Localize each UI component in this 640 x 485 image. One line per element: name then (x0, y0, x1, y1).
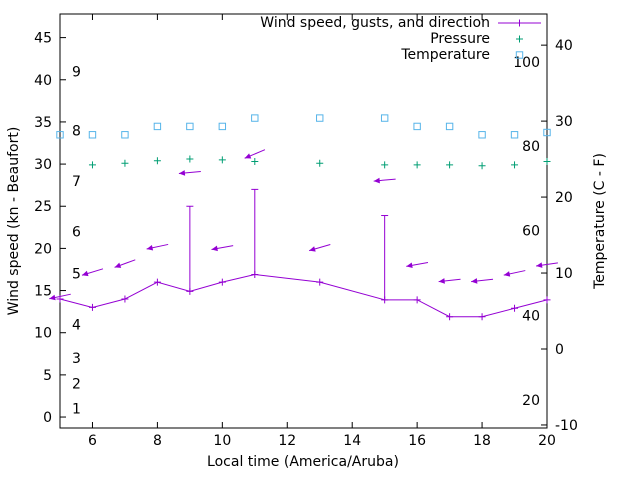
x-tick-label: 20 (538, 433, 556, 449)
y-left-tick-label: 25 (34, 199, 52, 215)
x-tick-label: 6 (88, 433, 97, 449)
series-temperature-c (56, 114, 551, 139)
plot-border (59, 13, 548, 429)
fahrenheit-scale-labels: 20 40 60 80 100 (513, 55, 540, 409)
beaufort-label: 4 (72, 317, 81, 333)
beaufort-label: 1 (72, 402, 81, 418)
fahrenheit-label: 80 (522, 139, 540, 155)
y-left-tick-label: 45 (34, 31, 52, 47)
series-wind-gusts-kn (186, 188, 389, 300)
y-right-axis-ticks: -10 0 10 20 30 40 (541, 38, 578, 434)
beaufort-label: 5 (72, 267, 81, 283)
beaufort-label: 6 (72, 225, 81, 241)
legend-label-temperature: Temperature (400, 47, 490, 63)
series-wind-direction (49, 149, 558, 301)
y-right-tick-label: -10 (555, 418, 578, 434)
chart-generated: 6 8 10 12 14 16 18 20051015202530354045-1001020… (34, 13, 578, 449)
y-left-axis-title: Wind speed (kn - Beaufort) (6, 127, 22, 316)
y-left-tick-label: 30 (34, 157, 52, 173)
x-tick-label: 16 (408, 433, 426, 449)
y-right-tick-label: 0 (555, 342, 564, 358)
y-right-axis-title: Temperature (C - F) (592, 153, 608, 290)
x-tick-label: 14 (343, 433, 361, 449)
y-right-tick-label: 40 (555, 38, 573, 54)
beaufort-label: 3 (72, 351, 81, 367)
y-right-tick-label: 20 (555, 190, 573, 206)
y-left-tick-label: 20 (34, 241, 52, 257)
x-tick-label: 12 (278, 433, 296, 449)
series-wind-speed-kn (56, 271, 551, 321)
y-right-tick-label: 30 (555, 114, 573, 130)
y-left-tick-label: 35 (34, 115, 52, 131)
beaufort-scale-labels: 1 2 3 4 5 6 7 8 9 (72, 64, 81, 417)
beaufort-label: 7 (72, 174, 81, 190)
y-left-tick-label: 10 (34, 326, 52, 342)
y-left-tick-label: 5 (43, 368, 52, 384)
fahrenheit-label: 60 (522, 223, 540, 239)
x-axis-title: Local time (America/Aruba) (207, 454, 399, 470)
fahrenheit-label: 40 (522, 309, 540, 325)
x-tick-label: 18 (473, 433, 491, 449)
fahrenheit-label: 100 (513, 55, 540, 71)
x-tick-label: 10 (213, 433, 231, 449)
x-tick-label: 8 (153, 433, 162, 449)
beaufort-label: 9 (72, 64, 81, 80)
legend-label-wind: Wind speed, gusts, and direction (260, 15, 490, 31)
y-left-axis-ticks: 0 5 10 15 20 25 30 35 40 45 (34, 31, 66, 426)
y-left-tick-label: 0 (43, 410, 52, 426)
y-right-tick-label: 10 (555, 266, 573, 282)
beaufort-label: 8 (72, 123, 81, 139)
legend-label-pressure: Pressure (430, 31, 490, 47)
legend-samples (498, 19, 541, 59)
beaufort-label: 2 (72, 376, 81, 392)
y-left-tick-label: 15 (34, 284, 52, 300)
series-pressure (88, 155, 551, 170)
fahrenheit-label: 20 (522, 393, 540, 409)
y-left-tick-label: 40 (34, 73, 52, 89)
x-axis-ticks: 6 8 10 12 14 16 18 20 (88, 14, 556, 449)
